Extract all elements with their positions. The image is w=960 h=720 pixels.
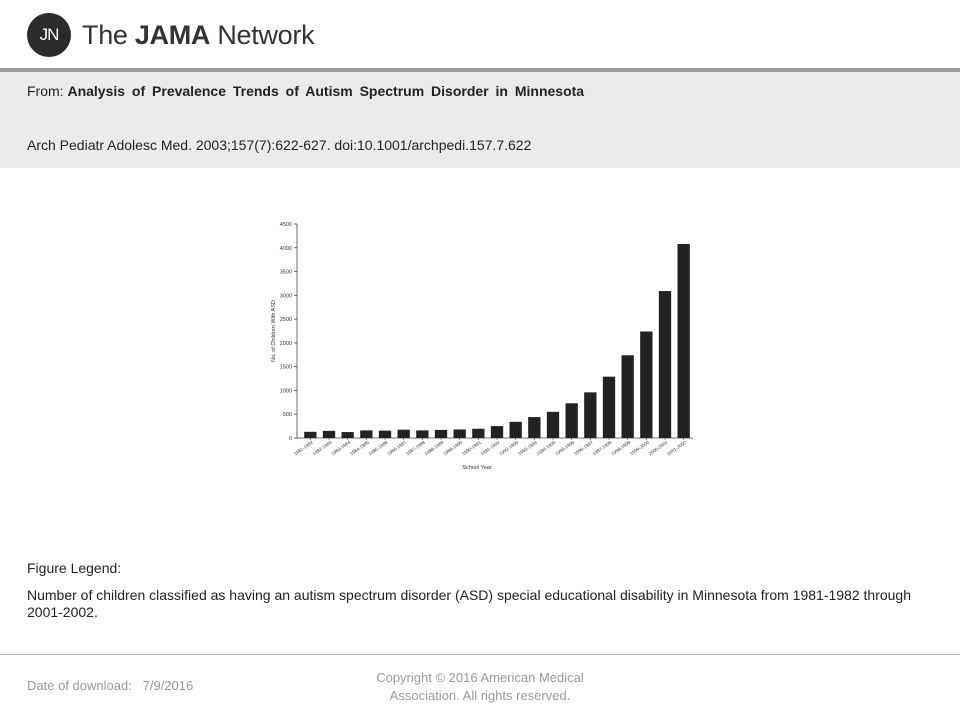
x-tick-label: 1991-1992 [480, 439, 501, 456]
bar [602, 376, 616, 438]
y-tick-label: 4000 [280, 246, 292, 252]
bar [472, 428, 485, 438]
x-tick-label: 1994-1995 [536, 439, 557, 456]
bar [416, 430, 429, 438]
download-date: Date of download: 7/9/2016 [27, 678, 193, 693]
logo-initials: JN [39, 25, 60, 44]
x-tick-label: 1986-1987 [386, 439, 407, 456]
y-tick-label: 0 [289, 436, 292, 442]
footer-divider [0, 654, 960, 655]
bar [640, 331, 653, 438]
x-tick-label: 1993-1994 [517, 439, 538, 456]
y-tick-label: 3000 [280, 293, 292, 299]
x-tick-label: 1988-1989 [424, 439, 445, 456]
bar [322, 430, 336, 438]
bar-chart: 0 500 1000 1500 2000 2500 3000 3500 4000 4500 1981… [255, 212, 705, 474]
bar [434, 429, 448, 438]
copyright-notice: Copyright © 2016 American Medical Associ… [376, 670, 584, 703]
x-tick-label: 1998-1999 [610, 439, 631, 456]
x-axis-label: School Year [462, 465, 492, 471]
x-tick-label: 1985-1986 [368, 439, 389, 456]
bar-chart-svg: 0 500 1000 1500 2000 2500 3000 3500 4000 4500 1981… [271, 222, 693, 471]
brand-prefix: The [82, 19, 135, 50]
x-tick-label: 1992-1993 [498, 439, 519, 456]
x-tick-label: 1996-1997 [573, 439, 594, 456]
y-tick-label: 2500 [280, 317, 292, 323]
x-tick-label: 1982-1983 [312, 439, 333, 456]
from-label: From: [27, 83, 64, 99]
x-tick-label: 1981-1982 [293, 439, 314, 456]
brand-name: The JAMA Network [82, 19, 315, 51]
bar [490, 426, 504, 438]
bar [565, 403, 578, 438]
x-tick-label: 2000-2001 [648, 439, 669, 456]
x-tick-label: 1995-1996 [554, 439, 575, 456]
download-date-value: 7/9/2016 [142, 678, 194, 693]
bar [341, 432, 354, 438]
bar [677, 243, 690, 438]
x-tick-label: 1987-1988 [405, 439, 426, 456]
article-title: Analysis of Prevalence Trends of Autism … [67, 83, 585, 99]
y-tick-label: 4500 [280, 222, 292, 228]
x-tick-label: 2001-2002 [666, 439, 687, 456]
bar [509, 421, 522, 438]
brand-suffix: Network [210, 19, 315, 50]
bar [584, 392, 597, 438]
y-tick-label: 500 [283, 412, 292, 418]
jama-network-logo: JN The JAMA Network [27, 13, 315, 57]
y-tick-label: 3500 [280, 270, 292, 276]
figure-legend-text: Number of children classified as having … [27, 587, 912, 620]
figure-legend-label: Figure Legend: [27, 560, 122, 576]
bar [378, 430, 392, 438]
article-source-line: From: Analysis of Prevalence Trends of A… [27, 83, 584, 99]
x-tick-label: 1997-1998 [592, 439, 613, 456]
bar [360, 430, 373, 438]
header-divider [0, 68, 960, 72]
bar [453, 429, 466, 438]
x-tick-label: 1983-1984 [330, 439, 351, 456]
article-header-band [0, 72, 960, 168]
bar [528, 417, 541, 438]
download-date-label: Date of download: [27, 678, 132, 693]
bar [621, 355, 634, 438]
brand-bold: JAMA [134, 19, 211, 50]
x-tick-label: 1999-2000 [629, 439, 650, 456]
y-axis-label: No. of Children With ASD [271, 300, 277, 362]
bar [658, 291, 672, 438]
bar [397, 429, 410, 438]
bar [546, 411, 560, 438]
x-tick-label: 1984-1985 [349, 439, 370, 456]
y-tick-label: 1500 [280, 365, 292, 371]
article-citation: Arch Pediatr Adolesc Med. 2003;157(7):62… [27, 137, 532, 153]
x-tick-label: 1989-1990 [442, 439, 463, 456]
bar [304, 431, 317, 438]
x-tick-label: 1990-1991 [461, 439, 482, 456]
y-tick-label: 2000 [280, 341, 292, 347]
y-tick-label: 1000 [280, 388, 292, 394]
jn-logo-icon: JN [27, 13, 71, 57]
